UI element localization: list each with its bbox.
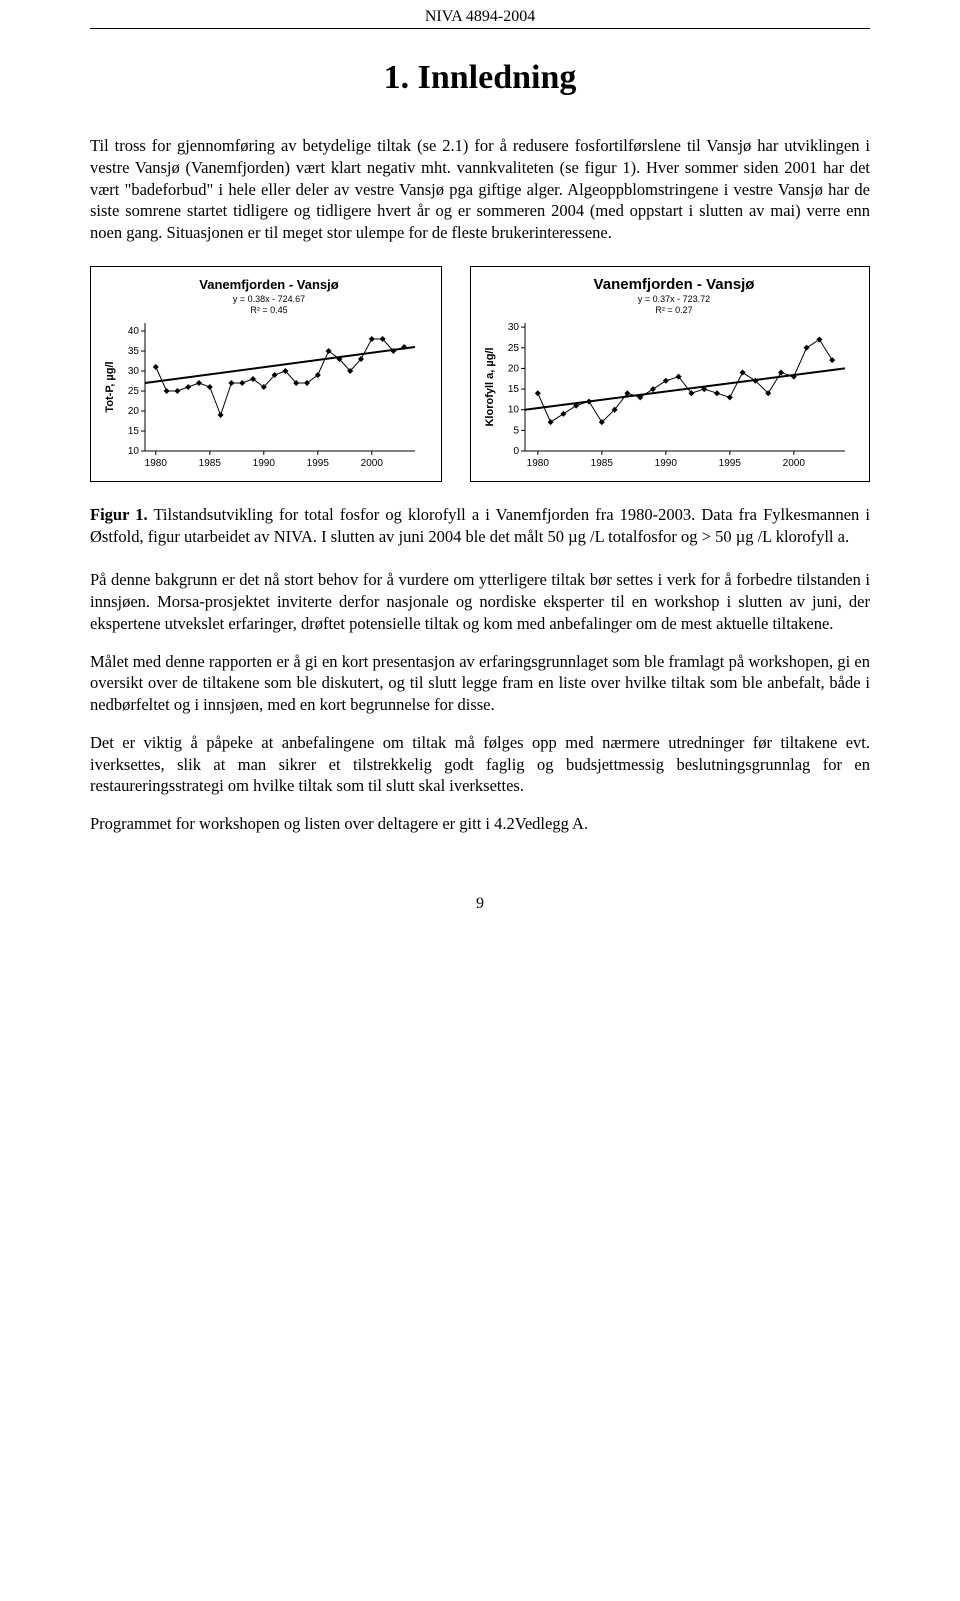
running-head: NIVA 4894-2004 [90, 0, 870, 26]
svg-text:1985: 1985 [590, 458, 613, 469]
rule [90, 28, 870, 29]
paragraph: Målet med denne rapporten er å gi en kor… [90, 651, 870, 716]
svg-text:40: 40 [128, 326, 140, 337]
svg-text:30: 30 [508, 322, 520, 333]
svg-text:Tot-P, µg/l: Tot-P, µg/l [104, 361, 116, 412]
svg-text:5: 5 [513, 425, 519, 436]
svg-text:1995: 1995 [718, 458, 741, 469]
svg-text:15: 15 [128, 426, 140, 437]
svg-text:R² = 0.27: R² = 0.27 [655, 305, 692, 315]
figure-caption-text: Tilstandsutvikling for total fosfor og k… [90, 505, 870, 546]
svg-text:y = 0.38x - 724.67: y = 0.38x - 724.67 [233, 294, 305, 304]
svg-text:R² = 0.45: R² = 0.45 [250, 305, 287, 315]
page: NIVA 4894-2004 1. Innledning Til tross f… [0, 0, 960, 953]
figure-panel-totp: Vanemfjorden - Vansjø y = 0.38x - 724.67R… [90, 266, 442, 482]
svg-text:0: 0 [513, 446, 519, 457]
figure-row: Vanemfjorden - Vansjøy = 0.38x - 724.67R… [90, 266, 870, 482]
svg-text:1980: 1980 [145, 458, 168, 469]
svg-text:1995: 1995 [307, 458, 330, 469]
svg-text:10: 10 [508, 405, 520, 416]
svg-text:1980: 1980 [526, 458, 549, 469]
svg-text:15: 15 [508, 384, 520, 395]
svg-text:1990: 1990 [253, 458, 276, 469]
svg-text:20: 20 [508, 363, 520, 374]
svg-text:20: 20 [128, 406, 140, 417]
paragraph: Til tross for gjennomføring av betydelig… [90, 135, 870, 244]
paragraph: Programmet for workshopen og listen over… [90, 813, 870, 835]
svg-text:25: 25 [508, 343, 520, 354]
svg-text:y = 0.37x - 723.72: y = 0.37x - 723.72 [638, 294, 710, 304]
page-number: 9 [90, 895, 870, 913]
figure-caption: Figur 1. Tilstandsutvikling for total fo… [90, 504, 870, 548]
svg-text:1990: 1990 [654, 458, 677, 469]
paragraph: Det er viktig å påpeke at anbefalingene … [90, 732, 870, 797]
figure-panel-klorofyll: Vanemfjorden - Vansjøy = 0.37x - 723.72R… [470, 266, 870, 482]
svg-text:30: 30 [128, 366, 140, 377]
svg-text:Vanemfjorden - Vansjø: Vanemfjorden - Vansjø [593, 276, 755, 293]
svg-text:Klorofyll a, µg/l: Klorofyll a, µg/l [484, 347, 496, 426]
paragraph: På denne bakgrunn er det nå stort behov … [90, 569, 870, 634]
svg-text:Vanemfjorden - Vansjø: Vanemfjorden - Vansjø [199, 277, 338, 292]
svg-text:35: 35 [128, 346, 140, 357]
svg-text:2000: 2000 [361, 458, 384, 469]
heading-1: 1. Innledning [90, 59, 870, 97]
svg-text:2000: 2000 [782, 458, 805, 469]
figure-caption-lead: Figur 1. [90, 505, 148, 524]
svg-text:10: 10 [128, 446, 140, 457]
svg-text:25: 25 [128, 386, 140, 397]
svg-text:1985: 1985 [199, 458, 222, 469]
